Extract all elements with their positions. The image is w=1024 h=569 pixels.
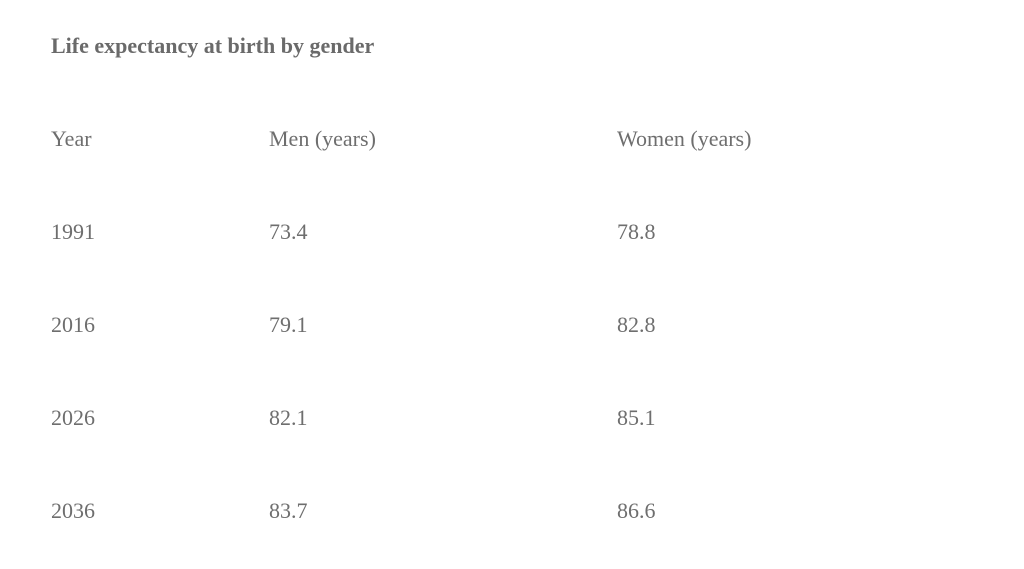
header-women: Women (years) bbox=[617, 126, 752, 151]
table-row: 1991 73.4 78.8 bbox=[51, 217, 991, 247]
cell-women: 86.6 bbox=[617, 498, 656, 523]
cell-women: 82.8 bbox=[617, 312, 656, 337]
cell-year: 2016 bbox=[51, 312, 95, 337]
header-men: Men (years) bbox=[269, 126, 376, 151]
table-header-row: Year Men (years) Women (years) bbox=[51, 124, 991, 154]
cell-year: 1991 bbox=[51, 219, 95, 244]
cell-women: 78.8 bbox=[617, 219, 656, 244]
table-row: 2036 83.7 86.6 bbox=[51, 496, 991, 526]
cell-year: 2036 bbox=[51, 498, 95, 523]
table-row: 2016 79.1 82.8 bbox=[51, 310, 991, 340]
cell-men: 73.4 bbox=[269, 219, 308, 244]
cell-men: 82.1 bbox=[269, 405, 308, 430]
chart-title: Life expectancy at birth by gender bbox=[51, 33, 375, 58]
header-year: Year bbox=[51, 126, 92, 151]
cell-women: 85.1 bbox=[617, 405, 656, 430]
cell-men: 79.1 bbox=[269, 312, 308, 337]
cell-year: 2026 bbox=[51, 405, 95, 430]
table-row: 2026 82.1 85.1 bbox=[51, 403, 991, 433]
cell-men: 83.7 bbox=[269, 498, 308, 523]
